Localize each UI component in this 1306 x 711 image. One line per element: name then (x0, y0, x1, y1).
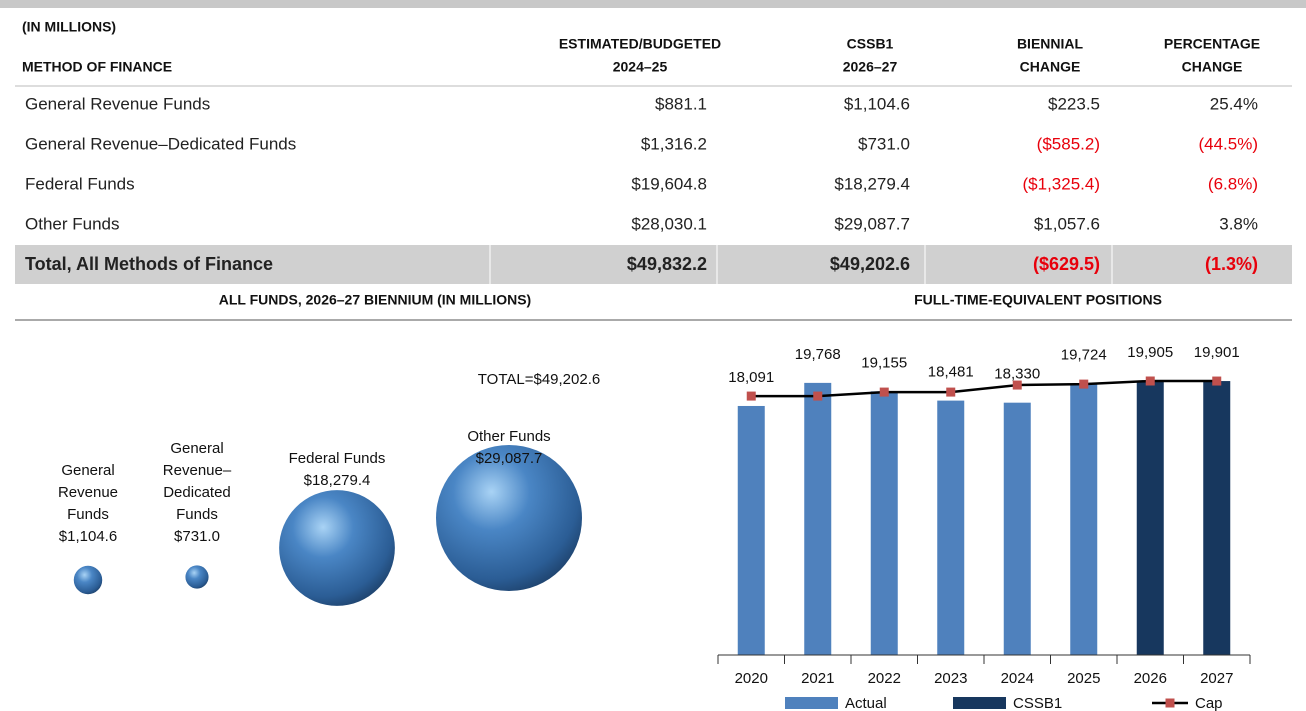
legend-swatch (785, 697, 838, 709)
bar (1070, 383, 1097, 655)
line-marker (1079, 380, 1088, 389)
x-tick-label: 2027 (1200, 670, 1233, 687)
page: (IN MILLIONS) METHOD OF FINANCE ESTIMATED/… (0, 0, 1306, 711)
x-tick-label: 2026 (1134, 670, 1167, 687)
table-cell: (44.5%) (1198, 134, 1258, 153)
bubble-value: $29,087.7 (439, 448, 579, 470)
chart-title: FULL-TIME-EQUIVALENT POSITIONS (914, 292, 1162, 308)
table-cell: (6.8%) (1208, 174, 1258, 193)
legend-label: Actual (845, 695, 887, 711)
data-label: 19,905 (1127, 344, 1173, 361)
column-header: 2024–25 (613, 59, 668, 75)
bubble (185, 565, 208, 588)
bubble (74, 566, 102, 594)
data-label: 18,091 (728, 369, 774, 386)
top-band (0, 0, 1306, 8)
annotation: TOTAL=$49,202.6 (478, 371, 600, 388)
table-cell: (1.3%) (1205, 254, 1258, 274)
line-marker (747, 392, 756, 401)
table-cell: $28,030.1 (631, 214, 707, 233)
table-cell: General Revenue–Dedicated Funds (25, 134, 296, 153)
table-cell: $49,832.2 (627, 254, 707, 274)
x-tick-label: 2020 (735, 670, 768, 687)
bubble-name: General Revenue–Dedicated Funds (157, 438, 237, 526)
bar (1004, 403, 1031, 655)
bubble-value: $18,279.4 (267, 470, 407, 492)
line-marker (880, 388, 889, 397)
table-cell: $29,087.7 (834, 214, 910, 233)
bubble-value: $731.0 (157, 526, 237, 548)
data-label: 18,330 (994, 366, 1040, 383)
x-tick-label: 2025 (1067, 670, 1100, 687)
table-cell: ($585.2) (1037, 134, 1100, 153)
bar (1203, 381, 1230, 655)
table-cell: $18,279.4 (834, 174, 910, 193)
line-marker (813, 392, 822, 401)
legend-label: CSSB1 (1013, 695, 1062, 711)
bar (871, 391, 898, 655)
unit-note: (IN MILLIONS) (22, 19, 116, 35)
line-marker (1013, 381, 1022, 390)
column-header: 2026–27 (843, 59, 898, 75)
line-marker (946, 388, 955, 397)
x-tick-label: 2021 (801, 670, 834, 687)
table-cell: Other Funds (25, 214, 120, 233)
column-header: CHANGE (1020, 59, 1081, 75)
x-tick-label: 2022 (868, 670, 901, 687)
column-header: BIENNIAL (1017, 36, 1084, 52)
data-label: 19,724 (1061, 346, 1107, 363)
table-cell: $1,057.6 (1034, 214, 1100, 233)
table-cell: ($1,325.4) (1023, 174, 1101, 193)
canvas: (IN MILLIONS) METHOD OF FINANCE ESTIMATED/… (0, 0, 1306, 711)
legend-swatch (953, 697, 1006, 709)
bubble-label: Federal Funds$18,279.4 (267, 448, 407, 492)
table-cell: 25.4% (1210, 94, 1258, 113)
table-cell: $19,604.8 (631, 174, 707, 193)
legend-marker (1166, 699, 1175, 708)
table-cell: Total, All Methods of Finance (25, 254, 273, 274)
data-label: 18,481 (928, 364, 974, 381)
x-tick-label: 2023 (934, 670, 967, 687)
table-cell: $223.5 (1048, 94, 1100, 113)
bar (937, 401, 964, 655)
column-header: ESTIMATED/BUDGETED (559, 36, 721, 52)
column-header: CHANGE (1182, 59, 1243, 75)
line-marker (1146, 377, 1155, 386)
column-header: METHOD OF FINANCE (22, 59, 172, 75)
legend-label: Cap (1195, 695, 1223, 711)
data-label: 19,155 (861, 354, 907, 371)
table-cell: $1,316.2 (641, 134, 707, 153)
table-cell: $881.1 (655, 94, 707, 113)
line-marker (1212, 377, 1221, 386)
column-header: CSSB1 (847, 36, 894, 52)
table-cell: 3.8% (1219, 214, 1258, 233)
bubble-label: Other Funds$29,087.7 (439, 426, 579, 470)
bubble-name: General Revenue Funds (48, 460, 128, 526)
table-cell: ($629.5) (1033, 254, 1100, 274)
table-cell: Federal Funds (25, 174, 135, 193)
bubble (279, 490, 395, 606)
bar (1137, 381, 1164, 655)
bubble-name: Other Funds (439, 426, 579, 448)
bubble-label: General Revenue Funds$1,104.6 (48, 460, 128, 548)
column-header: PERCENTAGE (1164, 36, 1260, 52)
bar (738, 406, 765, 655)
data-label: 19,901 (1194, 344, 1240, 361)
table-cell: $49,202.6 (830, 254, 910, 274)
table-cell: General Revenue Funds (25, 94, 210, 113)
bubble-name: Federal Funds (267, 448, 407, 470)
table-cell: $1,104.6 (844, 94, 910, 113)
table-cell: $731.0 (858, 134, 910, 153)
bubble-label: General Revenue–Dedicated Funds$731.0 (157, 438, 237, 548)
bar (804, 383, 831, 655)
data-label: 19,768 (795, 346, 841, 363)
bubble-value: $1,104.6 (48, 526, 128, 548)
chart-title: ALL FUNDS, 2026–27 BIENNIUM (IN MILLIONS… (219, 292, 531, 308)
x-tick-label: 2024 (1001, 670, 1034, 687)
